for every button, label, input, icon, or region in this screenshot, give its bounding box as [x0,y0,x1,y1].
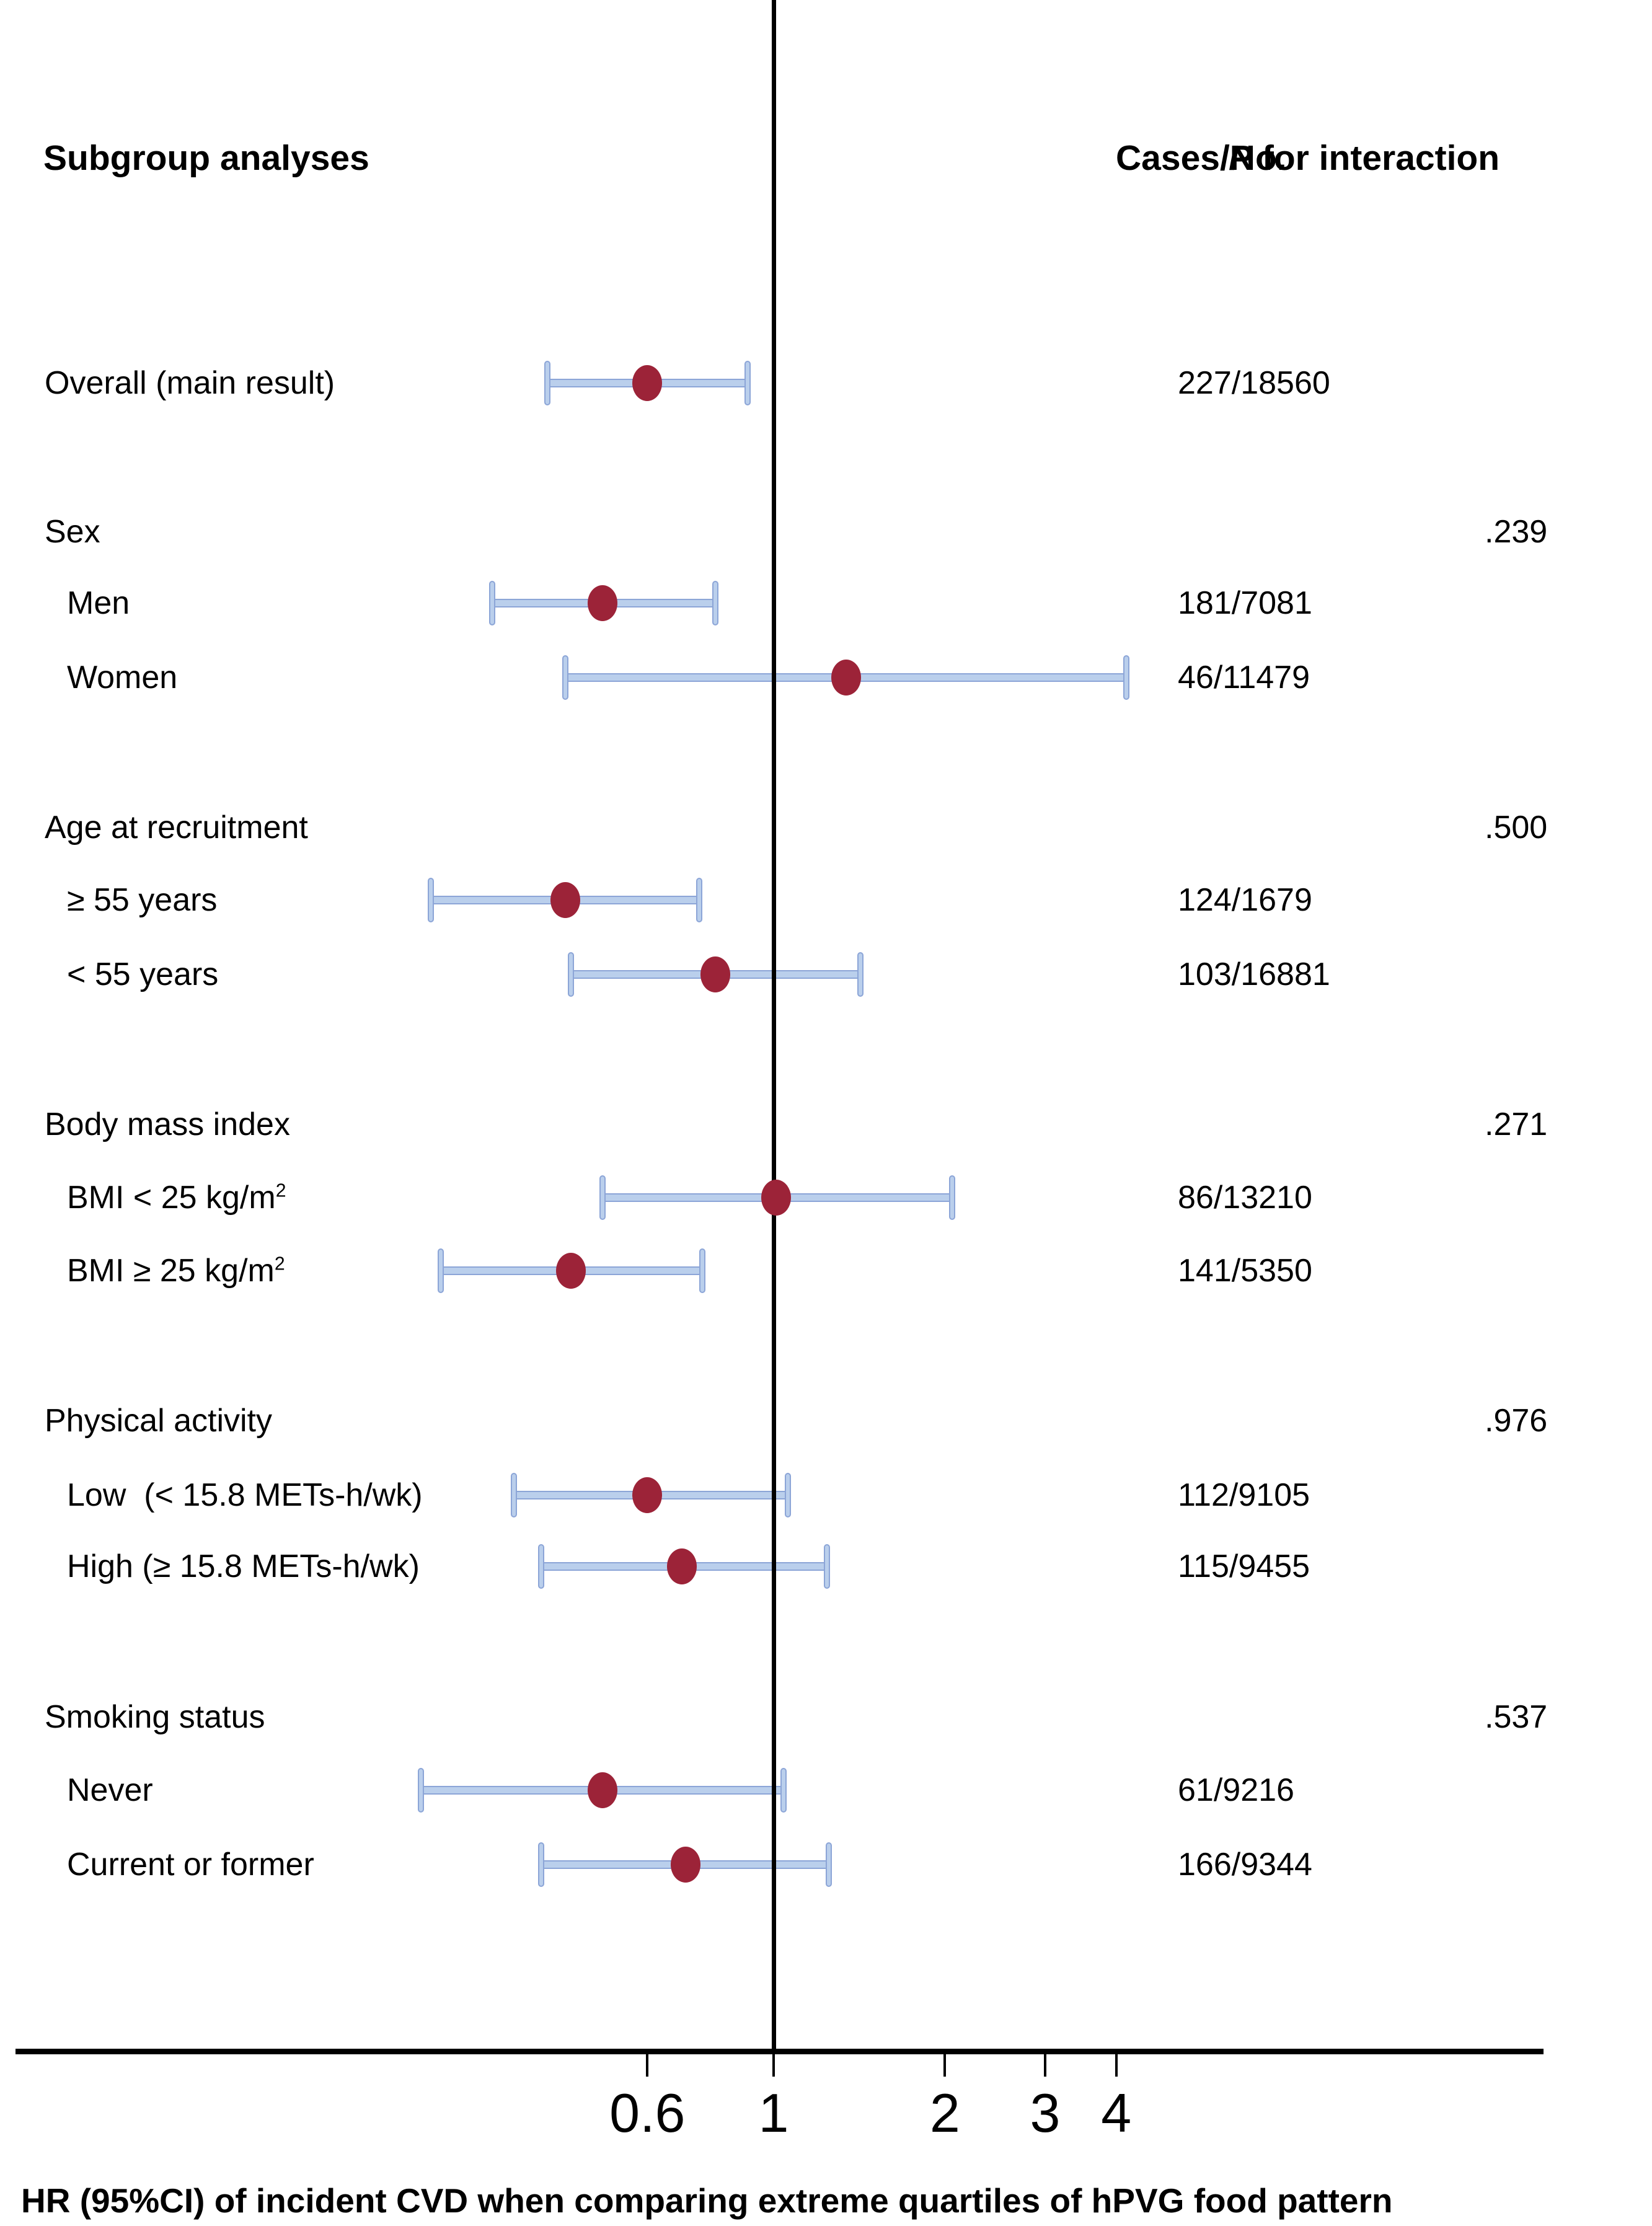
axis-tick [646,2054,649,2077]
column-header-cases: Cases/No. [1116,138,1287,178]
p-header-rest: for interaction [1252,138,1500,178]
group-label: Smoking status [45,1699,265,1735]
ci-cap-right [857,952,864,997]
hr-marker [587,1772,617,1808]
ci-cap-left [562,655,568,700]
hr-marker [632,365,663,401]
ci-cap-right [1123,655,1130,700]
p-value: .271 [1485,1106,1548,1142]
group-label: Sex [45,514,100,550]
row-label: Men [67,585,130,621]
ci-cap-left [488,581,495,625]
row-label: ≥ 55 years [67,882,218,918]
axis-tick-label: 1 [758,2082,789,2144]
cases-value: 103/16881 [1178,956,1330,992]
axis-tick [1043,2054,1046,2077]
group-label: Body mass index [45,1106,290,1142]
hr-marker [632,1477,663,1513]
cases-value: 124/1679 [1178,882,1312,918]
row-label: BMI < 25 kg/m2 [67,1180,286,1216]
column-header-subgroup-analyses: Subgroup analyses [43,138,369,178]
ci-cap-right [785,1473,792,1517]
cases-value: 227/18560 [1178,365,1330,401]
cases-value: 181/7081 [1178,585,1312,621]
row-label: Low (< 15.8 METs-h/wk) [67,1477,423,1513]
group-label: Age at recruitment [45,810,308,846]
cases-value: 61/9216 [1178,1772,1294,1808]
ci-cap-left [428,878,435,922]
group-label: Physical activity [45,1403,272,1439]
ci-cap-right [949,1175,956,1220]
ci-cap-right [780,1768,787,1813]
row-label: Current or former [67,1847,314,1883]
ci-cap-right [744,361,751,405]
ci-cap-left [567,952,574,997]
ci-cap-left [599,1175,606,1220]
ci-cap-left [544,361,550,405]
hr-marker [831,660,861,696]
ci-cap-left [437,1248,444,1293]
ci-cap-right [823,1544,830,1589]
superscript: 2 [275,1180,286,1201]
row-label: Never [67,1772,153,1808]
hr-marker [555,1253,586,1289]
axis-tick [943,2054,947,2077]
axis-tick-label: 4 [1101,2082,1132,2144]
cases-value: 86/13210 [1178,1180,1312,1216]
row-label: BMI ≥ 25 kg/m2 [67,1253,285,1289]
column-header-p-for-interaction: P for interaction [1229,138,1500,179]
hr-marker [670,1847,700,1883]
hr-marker [761,1180,791,1216]
p-value: .537 [1485,1699,1548,1735]
axis-tick [1115,2054,1118,2077]
p-value: .976 [1485,1403,1548,1439]
p-symbol: P [1229,138,1253,178]
cases-value: 141/5350 [1178,1253,1312,1289]
cases-value: 166/9344 [1178,1847,1312,1883]
row-label: Women [67,660,178,696]
axis-tick-label: 2 [929,2082,960,2144]
ci-cap-left [511,1473,518,1517]
ci-cap-right [699,1248,706,1293]
axis-tick [772,2054,775,2077]
reference-line-hr1 [771,0,776,2054]
x-axis-caption: HR (95%CI) of incident CVD when comparin… [21,2181,1393,2220]
axis-tick-label: 3 [1030,2082,1061,2144]
x-axis-line [15,2049,1544,2054]
ci-cap-right [696,878,702,922]
row-label: Overall (main result) [45,365,335,401]
cases-value: 46/11479 [1178,660,1310,696]
hr-marker [700,956,731,992]
cases-value: 115/9455 [1178,1548,1310,1584]
row-label: < 55 years [67,956,219,992]
hr-marker [587,585,617,621]
axis-tick-label: 0.6 [609,2082,686,2144]
row-label: High (≥ 15.8 METs-h/wk) [67,1548,420,1584]
ci-cap-right [712,581,719,625]
ci-cap-left [537,1544,544,1589]
ci-cap-left [537,1842,544,1887]
superscript: 2 [274,1253,285,1274]
hr-marker [550,882,580,918]
p-value: .239 [1485,514,1548,550]
hr-marker [667,1548,697,1584]
ci-cap-right [825,1842,832,1887]
ci-cap-left [418,1768,425,1813]
cases-value: 112/9105 [1178,1477,1310,1513]
p-value: .500 [1485,810,1548,846]
